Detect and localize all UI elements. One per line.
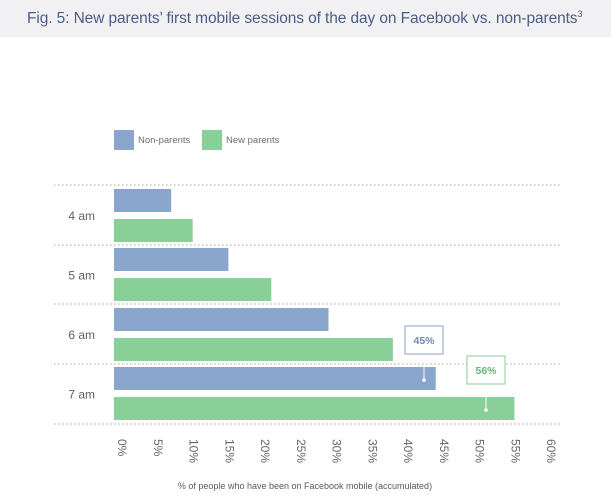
legend-swatch-non-parents xyxy=(114,130,134,150)
callout-label: 56% xyxy=(475,365,497,377)
callout-box xyxy=(404,325,444,355)
bar-non-parents-0 xyxy=(114,189,172,212)
x-tick-label: 60% xyxy=(544,439,558,463)
bar-new-parents-3 xyxy=(114,397,515,420)
x-tick-label: 5% xyxy=(151,439,165,457)
chart-title-text: Fig. 5: New parents’ first mobile sessio… xyxy=(27,10,578,28)
legend-item-new-parents: New parents xyxy=(202,130,279,150)
title-bar: Fig. 5: New parents’ first mobile sessio… xyxy=(0,0,611,37)
x-tick-label: 25% xyxy=(294,439,308,463)
callout-dot xyxy=(422,378,426,382)
x-tick-label: 30% xyxy=(330,439,344,463)
bar-non-parents-3 xyxy=(114,367,436,390)
category-label: 5 am xyxy=(68,269,95,283)
bar-non-parents-1 xyxy=(114,248,229,271)
x-tick-label: 0% xyxy=(115,439,129,457)
x-tick-label: 55% xyxy=(508,439,522,463)
footnote-marker: 3 xyxy=(577,9,583,19)
x-tick-label: 45% xyxy=(437,439,451,463)
category-label: 6 am xyxy=(68,328,95,342)
legend-item-non-parents: Non-parents xyxy=(114,130,190,150)
category-label: 4 am xyxy=(68,209,95,223)
x-tick-label: 20% xyxy=(258,439,272,463)
bar-new-parents-2 xyxy=(114,338,393,361)
legend-label-new-parents: New parents xyxy=(226,134,280,146)
callout-box xyxy=(466,355,506,385)
x-tick-label: 40% xyxy=(401,439,415,463)
bar-non-parents-2 xyxy=(114,308,329,331)
bar-new-parents-0 xyxy=(114,219,193,242)
x-tick-label: 35% xyxy=(365,439,379,463)
x-axis-label: % of people who have been on Facebook mo… xyxy=(178,481,432,491)
category-label: 7 am xyxy=(68,388,95,402)
x-tick-label: 15% xyxy=(222,439,236,463)
legend-label-non-parents: Non-parents xyxy=(138,134,191,146)
callout-dot xyxy=(484,408,488,412)
x-tick-label: 50% xyxy=(473,439,487,463)
legend-swatch-new-parents xyxy=(202,130,222,150)
bar-new-parents-1 xyxy=(114,278,272,301)
x-tick-label: 10% xyxy=(187,439,201,463)
callout-label: 45% xyxy=(413,335,435,347)
chart-title: Fig. 5: New parents’ first mobile sessio… xyxy=(27,9,583,28)
